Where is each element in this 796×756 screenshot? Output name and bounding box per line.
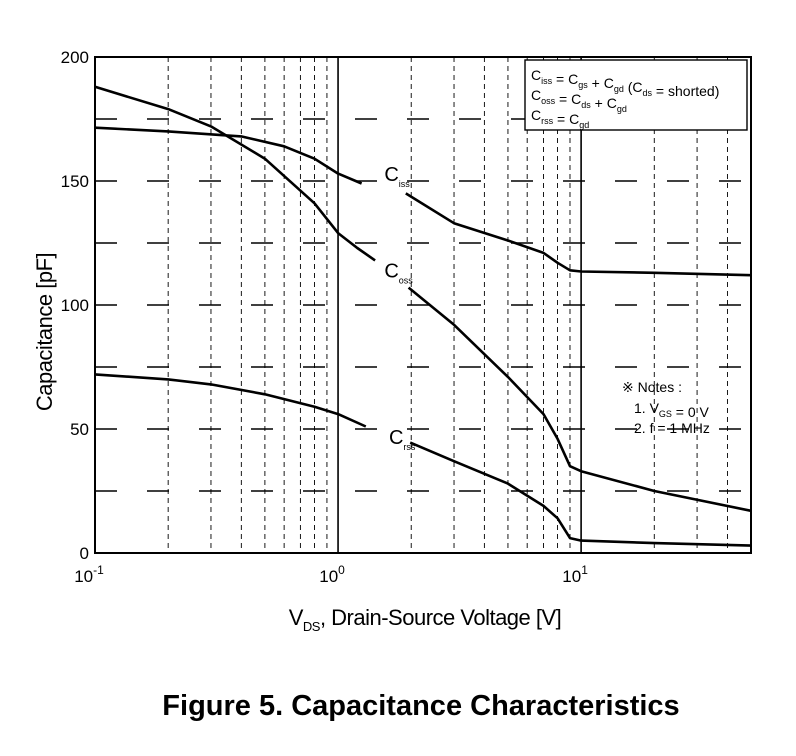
grid [95,57,751,553]
label-coss: Coss [384,261,413,286]
notes-title: ※ Notes : [622,379,682,395]
legend-line: Crss = Cgd [531,107,589,130]
curves [94,85,752,547]
legend: Ciss = Cgs + Cgd (Cds = shorted)Coss = C… [524,59,748,131]
legend-line: Coss = Cds + Cgd [531,87,627,114]
curve-labels: Ciss Coss Crss [384,164,416,452]
label-crss: Crss [389,427,416,452]
plot-frame [94,56,752,554]
notes: ※ Notes : 1. VGS = 0 V2. f = 1 MHz [622,379,710,436]
legend-box [524,59,748,131]
x-axis-label: VDS, Drain-Source Voltage [V] [289,605,562,634]
y-tick-label: 50 [70,420,89,439]
y-axis-label: Capacitance [pF] [32,253,57,411]
note-line: 1. VGS = 0 V [634,400,710,420]
legend-line: Ciss = Cgs + Cgd (Cds = shorted) [531,67,719,99]
curve-crss-right [409,441,752,547]
curve-coss-right [407,286,752,513]
curve-crss-left [94,373,367,428]
y-tick-label: 100 [61,296,89,315]
curve-ciss-right [405,192,752,277]
capacitance-chart: 0 50 100 150 200 10-1 100 101 Ciss Coss Crss Cis… [32,48,752,634]
curve-coss-left [94,85,376,262]
y-tick-label: 150 [61,172,89,191]
label-ciss: Ciss [384,164,410,189]
y-tick-label: 200 [61,48,89,67]
x-tick-label: 100 [319,563,345,586]
x-tick-label: 101 [562,563,588,586]
y-tick-label: 0 [80,544,89,563]
note-line: 2. f = 1 MHz [634,420,710,436]
figure-caption: Figure 5. Capacitance Characteristics [162,690,680,722]
x-tick-labels: 10-1 100 101 [74,563,588,586]
y-tick-labels: 0 50 100 150 200 [61,48,89,563]
x-tick-label: 10-1 [74,563,104,586]
curve-ciss-left [94,126,363,185]
